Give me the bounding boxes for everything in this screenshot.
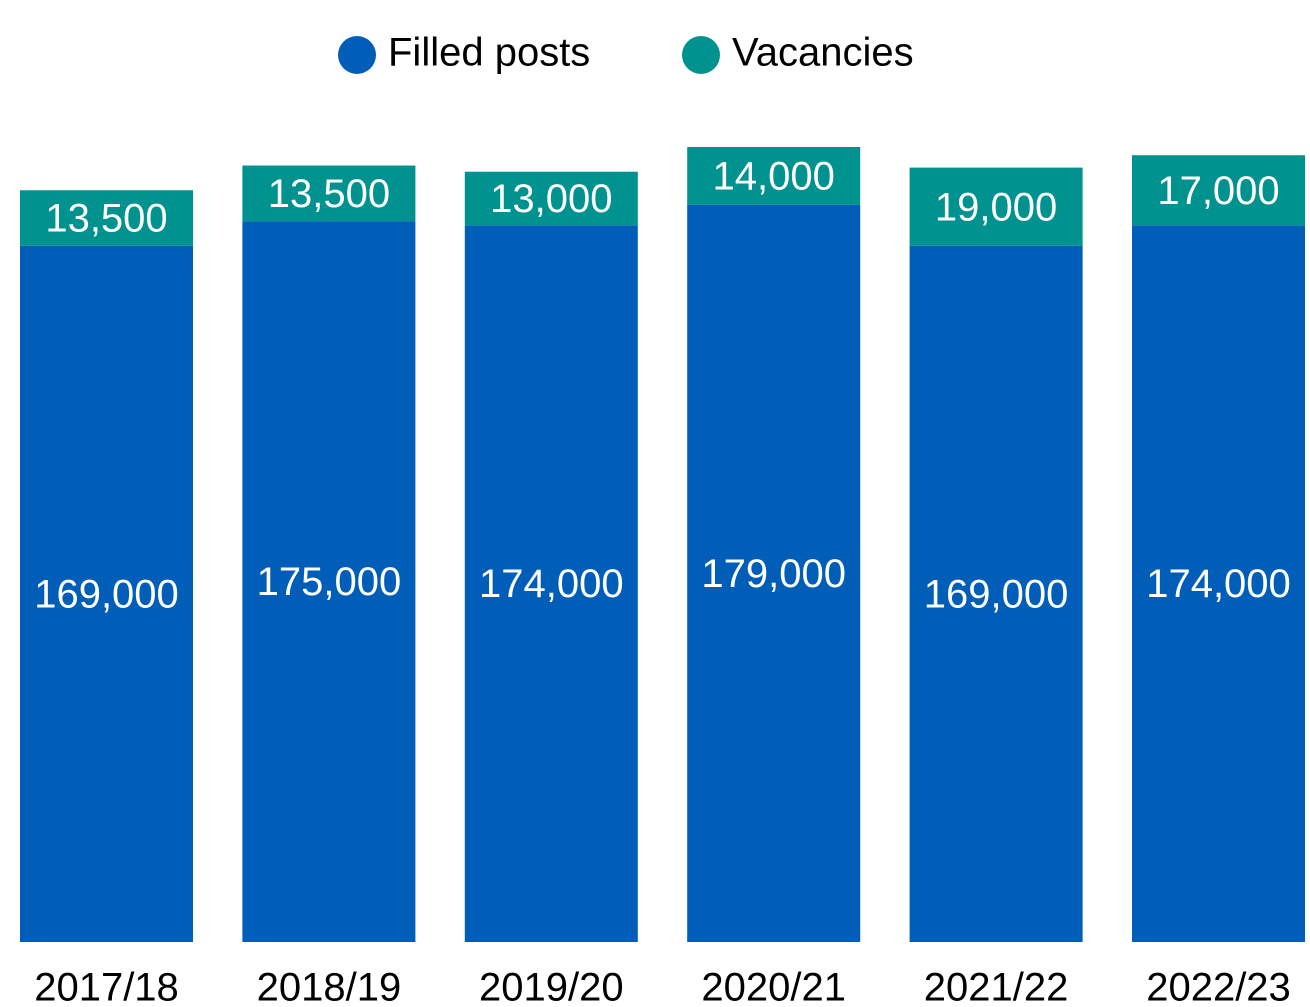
bar-segment — [687, 204, 861, 942]
value-label: 174,000 — [479, 562, 624, 606]
value-label: 179,000 — [701, 552, 846, 596]
bar-segment — [909, 245, 1083, 942]
value-label: 14,000 — [713, 154, 835, 198]
value-label: 13,000 — [490, 177, 612, 221]
bar-segment — [20, 190, 193, 246]
value-label: 169,000 — [924, 572, 1069, 616]
legend-label: Vacancies — [732, 31, 914, 75]
x-tick-label: 2020/21 — [701, 966, 846, 1007]
bar-segment — [1132, 155, 1305, 226]
bar-segment — [242, 165, 416, 222]
value-label: 19,000 — [935, 185, 1057, 229]
bar-segment — [909, 167, 1083, 246]
legend-swatch — [682, 36, 720, 74]
x-tick-label: 2017/18 — [34, 966, 179, 1007]
value-label: 174,000 — [1146, 562, 1291, 606]
value-label: 17,000 — [1157, 169, 1279, 213]
legend-label: Filled posts — [388, 31, 590, 75]
x-tick-label: 2021/22 — [924, 966, 1069, 1007]
x-tick-label: 2018/19 — [257, 966, 402, 1007]
value-label: 13,500 — [268, 172, 390, 216]
value-label: 175,000 — [257, 560, 402, 604]
value-label: 169,000 — [34, 572, 179, 616]
bar-segment — [20, 245, 193, 942]
bar-segment — [464, 171, 638, 226]
legend-swatch — [338, 36, 376, 74]
bar-segment — [687, 147, 861, 205]
x-tick-label: 2022/23 — [1146, 966, 1291, 1007]
bar-segment — [464, 225, 638, 942]
x-tick-label: 2019/20 — [479, 966, 624, 1007]
bar-segment — [242, 221, 416, 942]
value-label: 13,500 — [45, 197, 167, 241]
bar-segment — [1132, 225, 1305, 942]
